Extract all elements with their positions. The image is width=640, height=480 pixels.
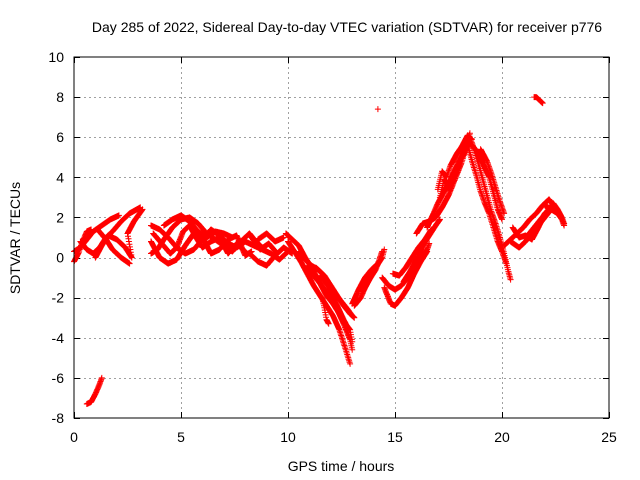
- data-track-3: [92, 206, 146, 261]
- data-point-marks: [462, 140, 488, 163]
- data-point-marks: [541, 202, 568, 229]
- data-track-21: [319, 294, 332, 327]
- data-track-5: [83, 374, 105, 407]
- y-axis-label: SDTVAR / TECUs: [7, 182, 23, 294]
- data-track-33: [434, 132, 471, 193]
- data-point-marks: [531, 94, 546, 107]
- data-track-20: [317, 272, 351, 331]
- y-tick-label-6: 4: [56, 169, 64, 185]
- data-point-marks: [359, 248, 386, 295]
- data-point-marks: [400, 216, 443, 285]
- x-tick-label-2: 10: [280, 429, 296, 445]
- y-tick-label-0: -8: [52, 410, 65, 426]
- data-point-marks: [255, 230, 287, 245]
- y-tick-label-4: 0: [56, 250, 64, 266]
- data-point-marks: [160, 212, 236, 241]
- data-track-35: [466, 134, 514, 283]
- data-track-25: [374, 106, 381, 113]
- chart-title: Day 285 of 2022, Sidereal Day-to-day VTE…: [92, 19, 602, 35]
- data-point-marks: [317, 272, 351, 331]
- data-track-24: [359, 248, 386, 295]
- x-axis-label: GPS time / hours: [288, 458, 395, 474]
- data-point-marks: [436, 142, 471, 201]
- y-tick-label-5: 2: [56, 209, 64, 225]
- data-track-34: [436, 142, 471, 201]
- x-tick-label-0: 0: [70, 429, 78, 445]
- grid-lines: [74, 57, 609, 418]
- y-tick-label-9: 10: [48, 49, 64, 65]
- data-point-marks: [94, 226, 133, 267]
- data-point-marks: [248, 234, 281, 257]
- data-point-marks: [466, 134, 514, 283]
- data-points: [71, 94, 568, 407]
- data-track-45: [531, 94, 546, 107]
- data-track-4: [94, 226, 133, 267]
- x-tick-label-5: 25: [601, 429, 617, 445]
- data-track-23: [349, 260, 381, 307]
- data-point-marks: [319, 294, 332, 327]
- data-track-29: [400, 216, 443, 285]
- data-track-18: [304, 262, 356, 345]
- data-track-44: [541, 202, 568, 229]
- y-tick-label-7: 6: [56, 129, 64, 145]
- data-point-marks: [381, 248, 431, 309]
- y-tick-label-2: -4: [52, 330, 65, 346]
- data-point-marks: [83, 374, 105, 407]
- data-track-39: [462, 140, 488, 163]
- data-point-marks: [434, 132, 471, 193]
- data-track-10: [160, 212, 236, 241]
- plot-frame: [73, 56, 610, 419]
- y-tick-label-8: 8: [56, 89, 64, 105]
- data-track-27: [381, 248, 431, 309]
- x-tick-label-1: 5: [177, 429, 185, 445]
- y-tick-label-3: -2: [52, 290, 65, 306]
- data-track-13: [255, 230, 287, 245]
- y-tick-label-1: -6: [52, 370, 65, 386]
- data-point-marks: [92, 206, 146, 261]
- data-point-marks: [304, 262, 356, 345]
- data-point-marks: [349, 260, 381, 307]
- data-point-marks: [374, 106, 381, 113]
- tick-labels: 0 5 10 15 20 25 -8 -6 -4 -2 0 2 4 6 8 10: [48, 49, 617, 445]
- x-tick-label-3: 15: [387, 429, 403, 445]
- data-track-14: [248, 234, 281, 257]
- x-tick-label-4: 20: [494, 429, 510, 445]
